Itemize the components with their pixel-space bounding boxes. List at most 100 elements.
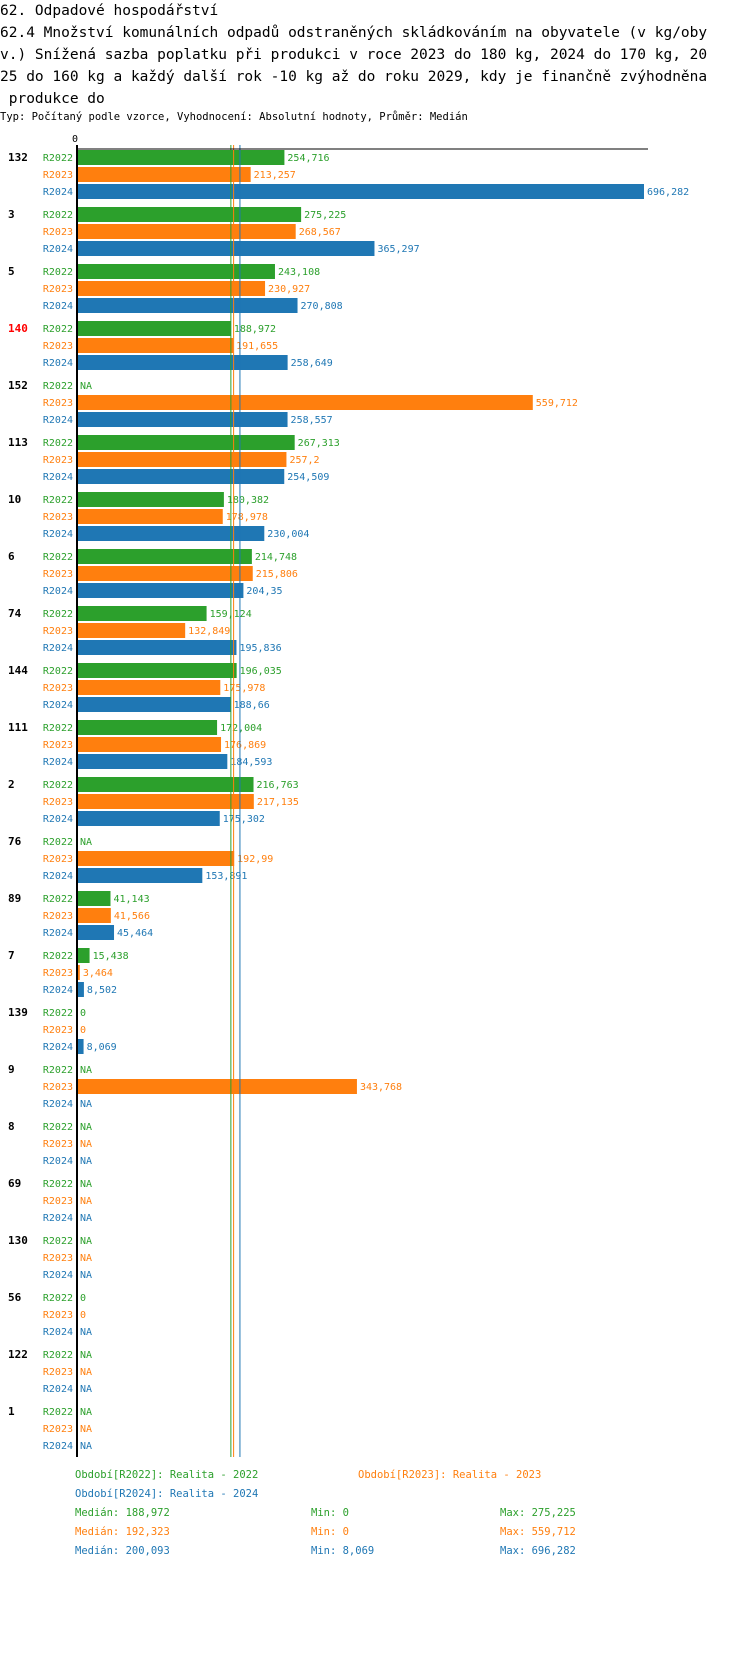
bar-140-R2022 <box>77 321 231 336</box>
series-label-76-R2023: R2023 <box>43 854 73 865</box>
series-label-69-R2024: R2024 <box>43 1213 73 1224</box>
value-label-69-R2022: NA <box>80 1179 92 1190</box>
series-label-6-R2022: R2022 <box>43 552 73 563</box>
series-label-89-R2023: R2023 <box>43 911 73 922</box>
series-label-140-R2024: R2024 <box>43 358 73 369</box>
value-label-69-R2024: NA <box>80 1213 92 1224</box>
bar-9-R2023 <box>77 1079 357 1094</box>
series-label-69-R2023: R2023 <box>43 1196 73 1207</box>
section-title: 62. Odpadové hospodářství <box>0 3 219 19</box>
value-label-76-R2022: NA <box>80 837 92 848</box>
series-label-140-R2022: R2022 <box>43 324 73 335</box>
bar-89-R2024 <box>77 925 115 940</box>
group-label-144: 144 <box>8 664 28 677</box>
bar-111-R2023 <box>77 737 222 752</box>
bar-113-R2022 <box>77 435 295 450</box>
group-label-5: 5 <box>8 265 15 278</box>
value-label-130-R2022: NA <box>80 1236 92 1247</box>
series-label-122-R2023: R2023 <box>43 1367 73 1378</box>
group-label-8: 8 <box>8 1120 15 1133</box>
group-label-113: 113 <box>8 436 28 449</box>
series-label-10-R2022: R2022 <box>43 495 73 506</box>
series-label-56-R2022: R2022 <box>43 1293 73 1304</box>
group-label-130: 130 <box>8 1234 28 1247</box>
series-label-5-R2022: R2022 <box>43 267 73 278</box>
bar-113-R2023 <box>77 452 287 467</box>
group-label-122: 122 <box>8 1348 28 1361</box>
value-label-9-R2022: NA <box>80 1065 92 1076</box>
group-label-9: 9 <box>8 1063 15 1076</box>
bar-113-R2024 <box>77 469 285 484</box>
series-label-113-R2024: R2024 <box>43 472 73 483</box>
series-label-130-R2022: R2022 <box>43 1236 73 1247</box>
value-label-69-R2023: NA <box>80 1196 92 1207</box>
value-label-144-R2024: 188,66 <box>234 700 270 711</box>
bar-2-R2024 <box>77 811 220 826</box>
series-label-152-R2024: R2024 <box>43 415 73 426</box>
group-label-1: 1 <box>8 1405 15 1418</box>
stat-max-r2022: Max: 275,225 <box>500 1507 576 1519</box>
group-label-69: 69 <box>8 1177 21 1190</box>
value-label-152-R2022: NA <box>80 381 92 392</box>
value-label-139-R2023: 0 <box>80 1025 86 1036</box>
value-label-7-R2023: 3,464 <box>83 968 113 979</box>
stat-max-r2023: Max: 559,712 <box>500 1526 576 1538</box>
series-label-56-R2023: R2023 <box>43 1310 73 1321</box>
series-label-132-R2024: R2024 <box>43 187 73 198</box>
series-label-56-R2024: R2024 <box>43 1327 73 1338</box>
value-label-132-R2024: 696,282 <box>647 187 689 198</box>
value-label-122-R2024: NA <box>80 1384 92 1395</box>
value-label-122-R2023: NA <box>80 1367 92 1378</box>
value-label-5-R2022: 243,108 <box>278 267 320 278</box>
bar-74-R2022 <box>77 606 207 621</box>
value-label-2-R2022: 216,763 <box>257 780 299 791</box>
group-label-140: 140 <box>8 322 28 335</box>
value-label-122-R2022: NA <box>80 1350 92 1361</box>
bar-74-R2024 <box>77 640 237 655</box>
bar-2-R2023 <box>77 794 254 809</box>
series-label-1-R2023: R2023 <box>43 1424 73 1435</box>
series-label-139-R2024: R2024 <box>43 1042 73 1053</box>
bar-140-R2024 <box>77 355 288 370</box>
bar-132-R2023 <box>77 167 251 182</box>
bar-5-R2024 <box>77 298 298 313</box>
bar-89-R2023 <box>77 908 111 923</box>
value-label-9-R2023: 343,768 <box>360 1082 402 1093</box>
series-label-122-R2022: R2022 <box>43 1350 73 1361</box>
series-label-3-R2022: R2022 <box>43 210 73 221</box>
bar-111-R2024 <box>77 754 228 769</box>
stat-min-r2024: Min: 8,069 <box>311 1545 375 1557</box>
bar-139-R2024 <box>77 1039 84 1054</box>
series-label-2-R2024: R2024 <box>43 814 73 825</box>
group-label-111: 111 <box>8 721 28 734</box>
group-label-74: 74 <box>8 607 22 620</box>
bar-7-R2022 <box>77 948 90 963</box>
series-label-140-R2023: R2023 <box>43 341 73 352</box>
bar-6-R2024 <box>77 583 244 598</box>
chart-subtitle: Typ: Počítaný podle vzorce, Vyhodnocení:… <box>0 111 468 123</box>
bar-89-R2022 <box>77 891 111 906</box>
value-label-7-R2022: 15,438 <box>93 951 129 962</box>
bar-3-R2022 <box>77 207 302 222</box>
series-label-74-R2022: R2022 <box>43 609 73 620</box>
series-label-144-R2023: R2023 <box>43 683 73 694</box>
value-label-3-R2024: 365,297 <box>377 244 419 255</box>
series-label-111-R2022: R2022 <box>43 723 73 734</box>
value-label-139-R2022: 0 <box>80 1008 86 1019</box>
bar-76-R2024 <box>77 868 203 883</box>
series-label-6-R2024: R2024 <box>43 586 73 597</box>
group-label-56: 56 <box>8 1291 22 1304</box>
value-label-9-R2024: NA <box>80 1099 92 1110</box>
chart-title-line-3: 25 do 160 kg a každý další rok -10 kg až… <box>0 69 708 85</box>
bar-132-R2024 <box>77 184 644 199</box>
series-label-3-R2024: R2024 <box>43 244 73 255</box>
value-label-8-R2023: NA <box>80 1139 92 1150</box>
value-label-8-R2022: NA <box>80 1122 92 1133</box>
value-label-130-R2024: NA <box>80 1270 92 1281</box>
value-label-144-R2022: 196,035 <box>240 666 282 677</box>
value-label-152-R2024: 258,557 <box>291 415 333 426</box>
value-label-3-R2022: 275,225 <box>304 210 346 221</box>
value-label-89-R2023: 41,566 <box>114 911 150 922</box>
bar-7-R2023 <box>77 965 80 980</box>
